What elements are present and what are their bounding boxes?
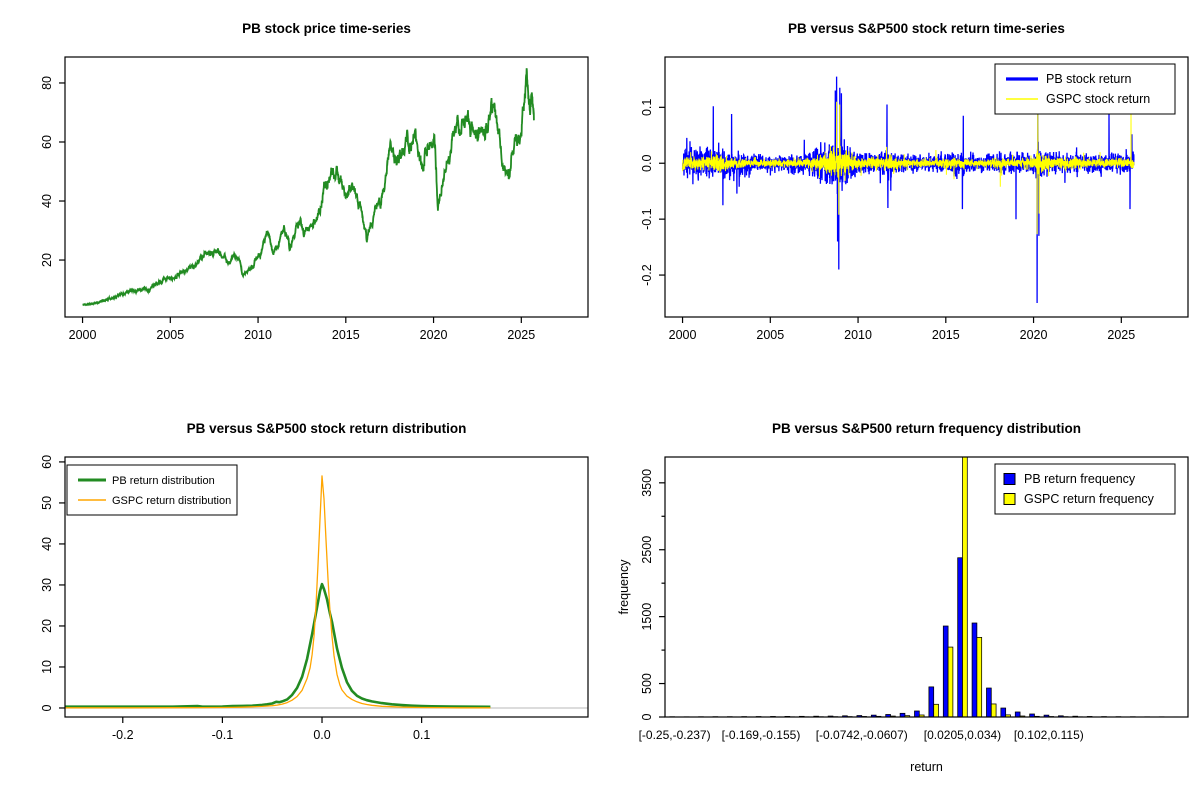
chart-density: PB versus S&P500 stock return distributi… [40, 421, 589, 742]
x-tick-label: 2015 [932, 328, 960, 342]
y-tick-label: 40 [40, 537, 54, 551]
chart-title: PB versus S&P500 stock return time-serie… [788, 21, 1065, 36]
y-tick-label: 40 [40, 194, 54, 208]
series-group [681, 76, 1135, 304]
y-tick-label: 20 [40, 253, 54, 267]
legend-label: PB return frequency [1024, 472, 1136, 486]
chart-title: PB stock price time-series [242, 21, 411, 36]
legend-box [66, 464, 238, 516]
bin-label: [-0.169,-0.155) [722, 728, 801, 742]
y-tick-label: 60 [40, 455, 54, 469]
y-tick-label: 1500 [640, 603, 654, 631]
x-tick-label: 2000 [69, 328, 97, 342]
x-tick-label: 2005 [156, 328, 184, 342]
x-tick-label: -0.2 [112, 728, 134, 742]
legend-label: GSPC stock return [1046, 92, 1150, 106]
plot-box [64, 456, 589, 718]
y-tick-label: 3500 [640, 469, 654, 497]
chart-price: PB stock price time-series 2000 2005 2010 20… [40, 21, 589, 342]
bar-gspc-return-frequency [990, 703, 997, 717]
bar-gspc-return-frequency [962, 457, 968, 717]
bar-pb-return-frequency [986, 687, 992, 717]
bin-label: [0.102,0.115) [1014, 728, 1084, 742]
x-tick-label: -0.1 [212, 728, 234, 742]
y-tick-label: 20 [40, 619, 54, 633]
series-pb-stock-price [82, 68, 535, 307]
x-tick-label: 2010 [244, 328, 272, 342]
plot-box [664, 456, 1189, 718]
bar-pb-return-frequency [1014, 711, 1021, 717]
series-pb-return-distribution [65, 582, 491, 709]
y-tick-label: 0 [640, 713, 654, 720]
x-tick-label: 0.0 [313, 728, 330, 742]
bar-pb-return-frequency [957, 557, 963, 717]
y-axis-label: frequency [617, 559, 631, 615]
legend-swatch [1003, 493, 1016, 505]
bin-label: [-0.0742,-0.0607) [816, 728, 908, 742]
bar-pb-return-frequency [971, 622, 978, 717]
x-tick-label: 2005 [756, 328, 784, 342]
x-tick-label: 2020 [420, 328, 448, 342]
bar-gspc-return-frequency [904, 715, 911, 717]
legend-label: PB stock return [1046, 72, 1131, 86]
y-tick-label: 30 [40, 578, 54, 592]
x-tick-label: 2025 [1107, 328, 1135, 342]
x-tick-label: 0.1 [413, 728, 430, 742]
series-group [65, 475, 588, 709]
legend-box [994, 463, 1176, 515]
y-tick-label: 60 [40, 135, 54, 149]
legend-box [994, 63, 1176, 115]
plot-box [64, 56, 589, 318]
x-tick-label: 2000 [669, 328, 697, 342]
bar-pb-return-frequency [942, 625, 949, 717]
legend-label: GSPC return frequency [1024, 492, 1155, 506]
panel-price-timeseries: PB stock price time-series 2000 2005 2010 20… [0, 0, 600, 400]
y-tick-label: 0.0 [640, 155, 654, 172]
chart-title: PB versus S&P500 stock return distributi… [187, 421, 467, 436]
series-gspc-return-distribution [65, 475, 491, 709]
bar-pb-return-frequency [928, 686, 935, 717]
x-axis-label: return [910, 760, 943, 774]
y-tick-label: 2500 [640, 536, 654, 564]
x-tick-label: 2010 [844, 328, 872, 342]
legend-swatch [1003, 473, 1016, 485]
chart-returns: PB versus S&P500 stock return time-serie… [640, 21, 1189, 342]
y-tick-label: 0 [40, 704, 54, 711]
panel-return-frequency: [-0.25,-0.237) [-0.169,-0.155) [-0.0742,-0… [600, 400, 1200, 800]
bar-pb-return-frequency [1000, 707, 1007, 717]
y-tick-label: 0.1 [640, 99, 654, 116]
bar-gspc-return-frequency [976, 637, 983, 717]
y-tick-label: 80 [40, 76, 54, 90]
x-tick-label: 2020 [1020, 328, 1048, 342]
bar-pb-return-frequency [914, 710, 920, 717]
panel-return-timeseries: PB versus S&P500 stock return time-serie… [600, 0, 1200, 400]
chart-histogram: [-0.25,-0.237) [-0.169,-0.155) [-0.0742,-0… [617, 421, 1189, 774]
bar-gspc-return-frequency [947, 646, 954, 717]
plot-box [664, 56, 1189, 318]
panel-return-distribution: PB versus S&P500 stock return distributi… [0, 400, 600, 800]
y-tick-label: 50 [40, 496, 54, 510]
legend-label: GSPC return distribution [112, 495, 231, 507]
y-tick-label: 10 [40, 660, 54, 674]
x-tick-label: 2015 [332, 328, 360, 342]
bar-pb-return-frequency [899, 712, 906, 717]
series-group [82, 68, 535, 307]
series-gspc-stock-return [682, 101, 1135, 235]
legend-label: PB return distribution [112, 475, 215, 487]
chart-title: PB versus S&P500 return frequency distri… [772, 421, 1081, 436]
bin-label: [0.0205,0.034) [924, 728, 1001, 742]
bar-pb-return-frequency [1043, 714, 1050, 717]
y-tick-label: -0.2 [640, 264, 654, 286]
bar-gspc-return-frequency [933, 703, 939, 717]
bin-label: [-0.25,-0.237) [639, 728, 711, 742]
y-tick-label: 500 [640, 673, 654, 694]
x-tick-label: 2025 [507, 328, 535, 342]
y-tick-label: -0.1 [640, 208, 654, 230]
